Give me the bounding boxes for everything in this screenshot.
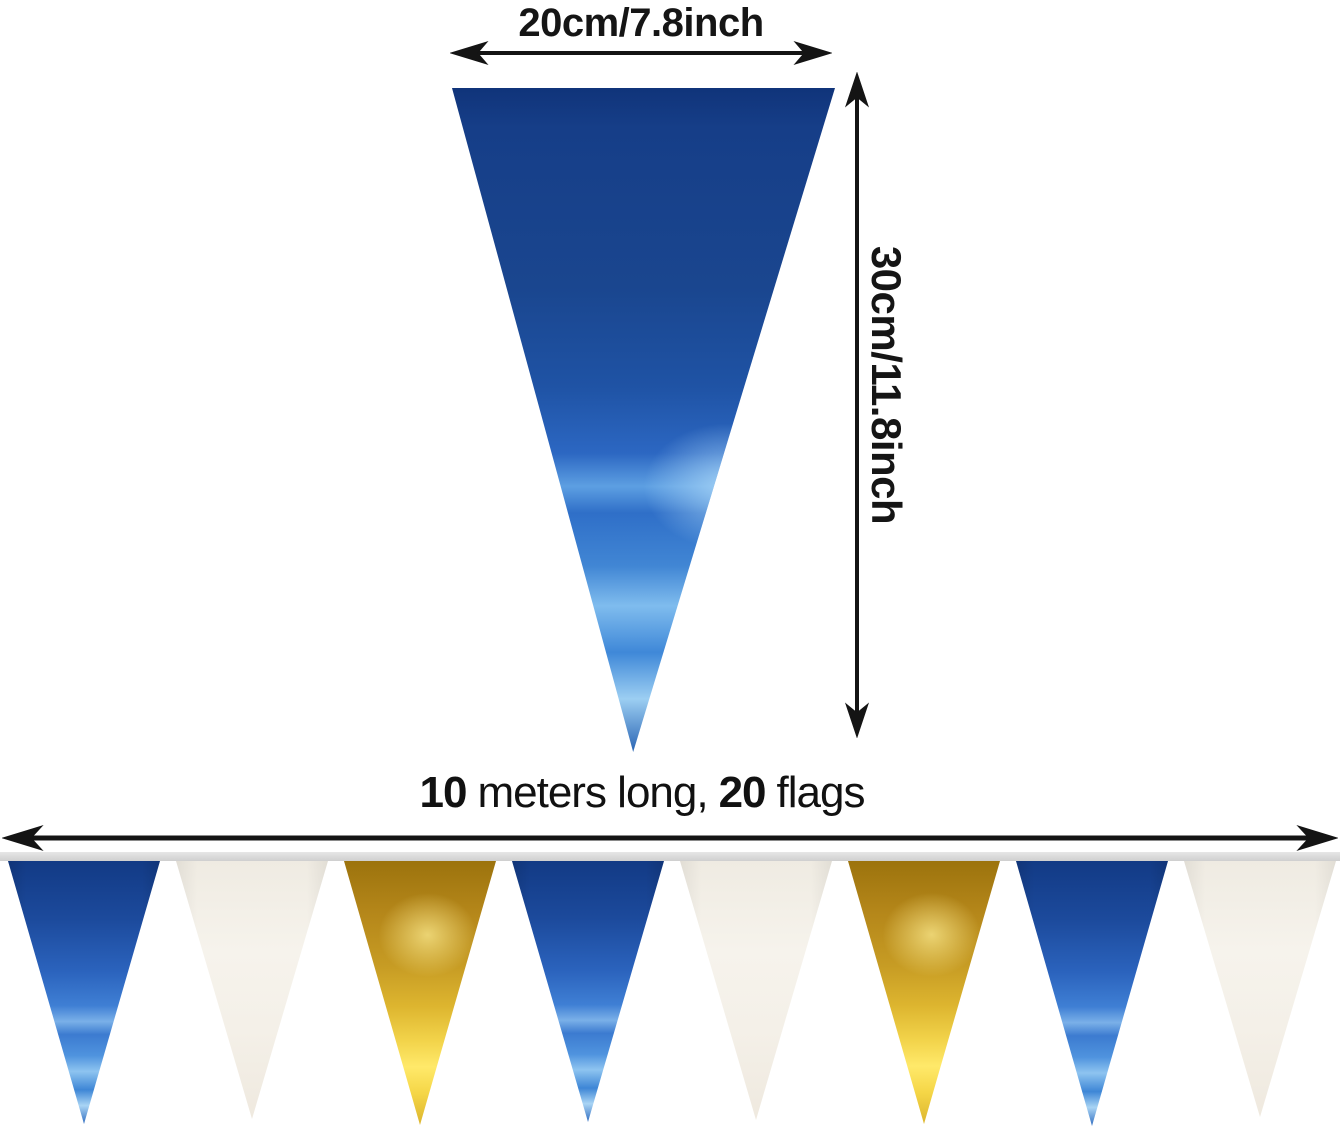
pennant-flag-small-blue: [512, 861, 664, 1122]
height-arrow: [844, 72, 870, 738]
width-arrow: [450, 41, 832, 65]
pennant-flag-large: [452, 88, 835, 752]
pennant-flag-small-gold: [344, 861, 496, 1125]
pennant-flag-small-gold: [848, 861, 1000, 1124]
banner-string: [0, 852, 1340, 861]
pennant-flag-small-blue: [8, 861, 160, 1124]
length-meters-value: 10: [419, 768, 468, 817]
pennant-flag-small-white: [1184, 861, 1336, 1117]
length-label: 10 meters long, 20 flags: [419, 768, 866, 818]
flag-banner: [0, 861, 1340, 1132]
height-dimension-label: 30cm/11.8inch: [863, 245, 910, 525]
pennant-flag-small-white: [680, 861, 832, 1120]
flag-count-value: 20: [718, 768, 767, 817]
flag-count-text: flags: [776, 768, 866, 817]
pennant-flag-small-white: [176, 861, 328, 1119]
pennant-flag-small-blue: [1016, 861, 1168, 1126]
length-arrow: [2, 824, 1338, 852]
width-dimension-label: 20cm/7.8inch: [518, 1, 764, 45]
length-meters-text: meters long,: [477, 768, 708, 817]
